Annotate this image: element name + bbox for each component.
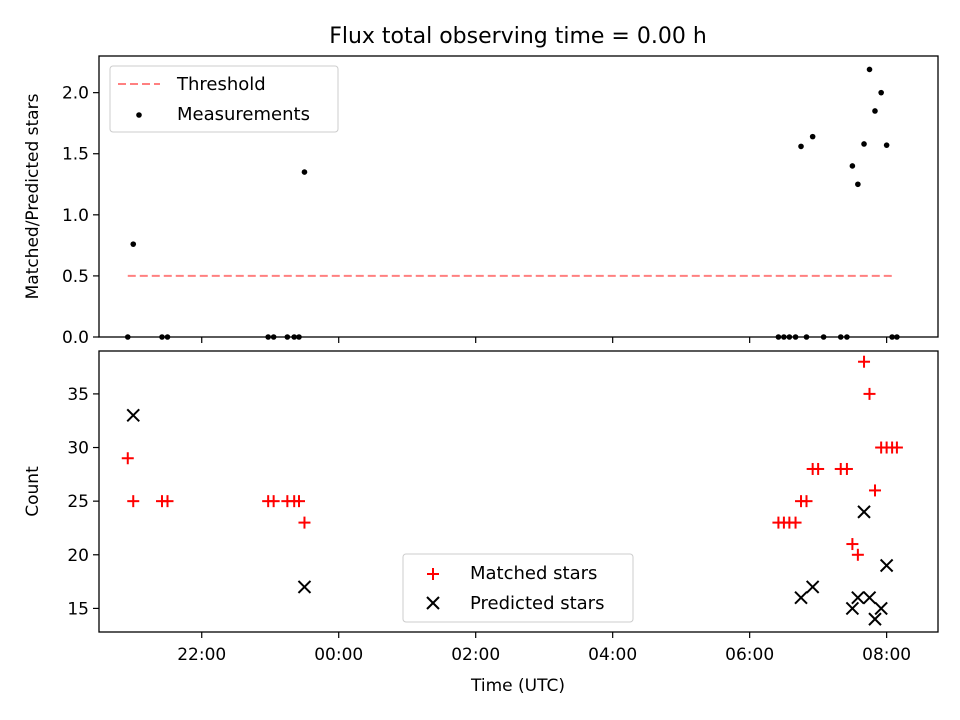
matched-star-point <box>789 516 802 529</box>
ratio-x-ticks <box>201 337 888 343</box>
x-tick-label: 06:00 <box>725 645 774 665</box>
x-tick-label: 00:00 <box>314 645 363 665</box>
matched-star-point <box>800 495 813 508</box>
x-tick-label: 04:00 <box>588 645 637 665</box>
measurement-point <box>798 143 804 150</box>
count-legend: Matched stars Predicted stars <box>402 553 634 623</box>
matched-star-point <box>868 484 881 497</box>
measurement-point <box>855 181 861 188</box>
x-tick-label: 02:00 <box>451 645 500 665</box>
matched-star-point <box>298 516 311 529</box>
y-tick-label: 30 <box>67 439 89 459</box>
count-points <box>121 355 903 626</box>
measurement-point <box>878 89 884 96</box>
y-tick-label: 1.5 <box>62 145 89 165</box>
matched-star-point <box>292 495 305 508</box>
ratio-y-ticks: 0.0 0.5 1.0 1.5 2.0 <box>62 84 99 348</box>
legend-threshold-label: Threshold <box>176 74 266 95</box>
ratio-panel: Matched/Predicted stars 0.00.51.01.52.0 … <box>23 55 939 348</box>
predicted-legend-swatch <box>426 596 440 610</box>
y-tick-label: 1.0 <box>62 206 89 226</box>
predicted-star-point <box>862 590 877 605</box>
predicted-star-point <box>868 612 882 626</box>
matched-legend-swatch <box>427 568 439 580</box>
legend-measurements-label: Measurements <box>177 104 310 125</box>
count-y-axis-label: Count <box>23 466 43 517</box>
matched-star-point <box>267 495 280 508</box>
matched-star-point <box>812 462 825 475</box>
predicted-star-point <box>297 580 312 594</box>
measurement-point <box>130 241 137 247</box>
x-tick-label: 22:00 <box>177 645 226 665</box>
y-tick-label: 15 <box>67 599 89 619</box>
legend-predicted-label: Predicted stars <box>470 593 604 614</box>
ratio-legend-box <box>109 65 339 133</box>
measurements-legend-swatch <box>136 112 142 118</box>
predicted-star-point <box>874 601 888 616</box>
matched-star-point <box>840 462 853 475</box>
measurement-point <box>872 108 878 114</box>
matched-star-point <box>890 441 903 454</box>
matched-star-point <box>121 452 134 465</box>
count-panel: Count Time (UTC) 15 20 25 30 35 22:00 00:00 02… <box>23 350 939 696</box>
measurement-point <box>883 142 890 148</box>
y-tick-label: 2.0 <box>62 84 89 104</box>
matched-star-point <box>127 495 140 508</box>
ratio-y-axis-label: Matched/Predicted stars <box>23 93 43 299</box>
count-x-ticks: 22:00 00:00 02:00 04:00 06:00 08:00 <box>177 632 911 665</box>
matched-star-point <box>161 495 174 508</box>
ratio-plot-frame <box>98 55 939 338</box>
y-tick-label: 25 <box>67 492 89 512</box>
matched-star-point <box>851 548 864 561</box>
legend-matched-label: Matched stars <box>470 563 597 584</box>
y-tick-label: 35 <box>67 385 89 405</box>
y-tick-label: 0.5 <box>62 267 89 287</box>
predicted-star-point <box>857 505 871 519</box>
matched-star-point <box>846 538 859 551</box>
predicted-star-point <box>126 408 140 423</box>
matched-star-point <box>858 355 871 368</box>
chart-title: Flux total observing time = 0.00 h <box>329 24 707 49</box>
predicted-star-point <box>845 601 860 616</box>
y-tick-label: 0.0 <box>62 328 89 348</box>
ratio-legend: Threshold Measurements <box>109 65 339 133</box>
count-plot-frame <box>98 350 939 633</box>
predicted-star-point <box>851 590 865 605</box>
y-tick-label: 20 <box>67 546 89 566</box>
matched-star-point <box>863 387 876 400</box>
predicted-star-point <box>805 580 820 594</box>
x-axis-label: Time (UTC) <box>470 676 565 696</box>
measurement-point <box>809 133 816 140</box>
count-legend-box <box>402 553 634 623</box>
predicted-star-point <box>794 590 808 605</box>
measurement-point <box>301 169 308 175</box>
x-tick-label: 08:00 <box>862 645 911 665</box>
predicted-star-point <box>879 558 894 573</box>
measurement-point <box>866 66 873 73</box>
count-y-ticks: 15 20 25 30 35 <box>67 385 99 619</box>
measurement-point <box>849 163 856 169</box>
measurement-point <box>861 141 867 147</box>
